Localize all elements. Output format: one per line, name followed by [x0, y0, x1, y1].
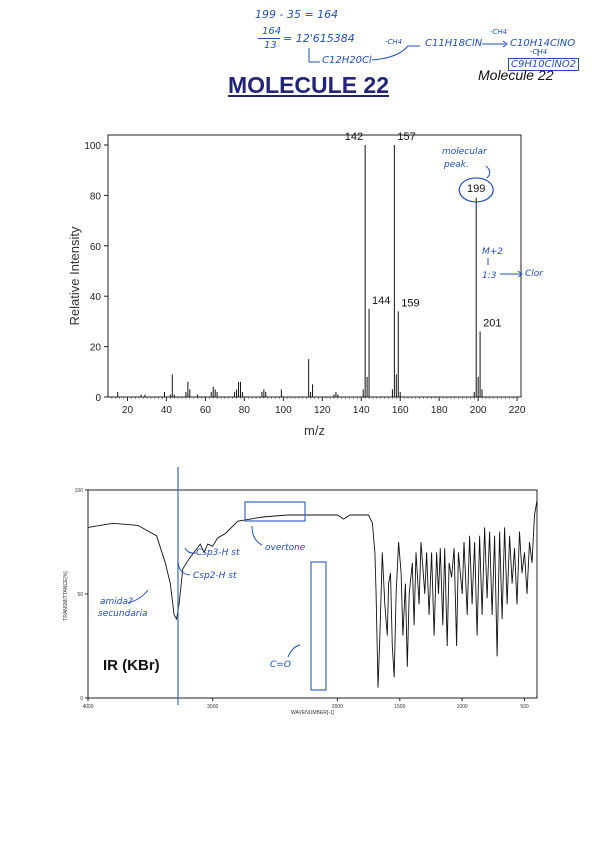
ms-y-tick-label: 100: [84, 141, 101, 152]
ms-y-tick-label: 80: [90, 191, 102, 202]
calc-result: = 12'615384: [283, 32, 355, 45]
ms-x-tick-label: 100: [275, 405, 292, 416]
ir-label: IR (KBr): [103, 657, 160, 674]
note-amide-2: secundaria: [98, 609, 148, 619]
note-carbonyl: C=O: [270, 660, 291, 670]
ms-peak-label: 199: [467, 183, 485, 195]
ir-x-tick-label: 1500: [394, 704, 405, 710]
loss-label-3: -CH4: [530, 48, 548, 56]
ir-y-tick-label: 0: [80, 696, 83, 702]
note-overtone: overtone: [265, 543, 306, 553]
ms-x-tick-label: 120: [314, 405, 331, 416]
ms-peak-label: 144: [372, 295, 390, 307]
ir-spectrum-line: [87, 500, 538, 688]
ms-peak-label: 201: [483, 317, 501, 329]
ms-x-tick-label: 40: [161, 405, 173, 416]
formula-arrows: [308, 40, 539, 63]
note-molecular-peak-2: peak.: [443, 160, 469, 170]
formula-step2: C10H14ClNO: [510, 38, 576, 49]
ms-x-tick-label: 220: [509, 405, 526, 416]
ms-peak-label: 157: [397, 131, 415, 143]
ms-y-tick-label: 0: [95, 393, 101, 404]
note-arrow: [177, 561, 191, 576]
ms-x-tick-label: 180: [431, 405, 448, 416]
ir-x-tick-label: 500: [520, 704, 529, 710]
ir-y-axis-title: TRANSMITTANCE[%]: [63, 571, 69, 621]
ms-peak-label: 142: [345, 131, 363, 143]
note-arrow: [127, 589, 149, 604]
ir-x-tick-label: 2000: [332, 704, 343, 710]
molecular-peak-circle: [458, 177, 494, 203]
page-title: MOLECULE 22: [227, 72, 390, 98]
calc-line: 199 - 35 = 164: [255, 8, 339, 21]
formula-step1: C11H18ClN: [425, 38, 483, 49]
note-ratio: 1:3: [482, 271, 497, 281]
note-arrow: [184, 547, 197, 554]
ms-x-tick-label: 160: [392, 405, 409, 416]
ms-x-tick-label: 20: [122, 405, 134, 416]
ms-peak-label: 159: [401, 297, 419, 309]
loss-label-1: -CH4: [385, 38, 403, 46]
note-chlorine: Clor: [525, 269, 544, 279]
ms-x-tick-label: 200: [470, 405, 487, 416]
note-arrow: [287, 644, 301, 658]
ir-x-tick-label: 4000: [82, 704, 93, 710]
ir-x-tick-label: 1000: [457, 704, 468, 710]
ir-x-tick-label: 3000: [207, 704, 218, 710]
loss-label-2: -CH4: [490, 28, 508, 36]
formula-step3: C9H10ClNO2: [508, 58, 580, 71]
ms-x-tick-label: 60: [200, 405, 212, 416]
mass-spectrum-chart: 0 20 40 60 80 100 20 40 60 80 100 120 140 160 180 200 22…: [67, 131, 544, 438]
ir-carbonyl-box: [310, 561, 327, 691]
ms-y-tick-label: 60: [90, 242, 102, 253]
ms-x-tick-label: 80: [239, 405, 251, 416]
ms-x-tick-label: 140: [353, 405, 370, 416]
ms-x-axis-title: m/z: [304, 423, 325, 438]
ms-y-tick-label: 40: [90, 292, 102, 303]
note-arrow: [251, 525, 263, 546]
note-arrow: [485, 165, 491, 179]
ms-y-axis-title: Relative Intensity: [67, 226, 82, 325]
ir-y-tick-label: 100: [75, 488, 84, 494]
note-csp3: Csp3-H st: [196, 548, 240, 558]
calc-fraction-top: 164: [262, 26, 282, 37]
fraction-bar: [258, 38, 280, 39]
note-amide-1: amida?: [100, 597, 133, 607]
note-csp2: Csp2-H st: [193, 571, 237, 581]
corner-label: Molecule 22: [478, 67, 554, 83]
ir-x-axis-title: WAVENUMBER[-1]: [291, 710, 335, 716]
ir-overtone-box: [244, 501, 306, 522]
note-arrow: [500, 270, 523, 278]
ir-y-tick-label: 50: [77, 592, 83, 598]
ms-y-tick-label: 20: [90, 343, 102, 354]
note-m-plus-2: M+2: [482, 247, 503, 257]
calc-fraction-bottom: 13: [264, 40, 277, 51]
note-molecular-peak-1: molecular: [442, 147, 488, 157]
formula-base: C12H20Cl: [322, 55, 372, 66]
